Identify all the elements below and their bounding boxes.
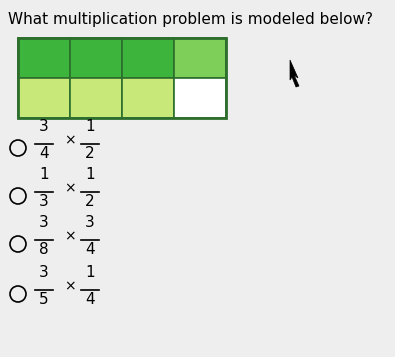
Bar (174, 78, 226, 118)
Text: 3: 3 (39, 265, 49, 280)
Bar (174, 38, 226, 78)
Text: 1: 1 (39, 167, 49, 182)
Text: 4: 4 (85, 292, 95, 307)
Text: ×: × (64, 279, 76, 293)
Text: 1: 1 (85, 167, 95, 182)
Bar (70, 78, 122, 118)
Text: What multiplication problem is modeled below?: What multiplication problem is modeled b… (8, 12, 373, 27)
Text: 4: 4 (39, 146, 49, 161)
Bar (122, 78, 174, 118)
Text: 3: 3 (39, 215, 49, 230)
Text: 1: 1 (85, 265, 95, 280)
Text: 2: 2 (85, 146, 95, 161)
Text: ×: × (64, 229, 76, 243)
Bar (18, 38, 226, 118)
Text: 3: 3 (39, 194, 49, 209)
Text: ×: × (64, 133, 76, 147)
Text: ×: × (64, 181, 76, 195)
Bar (18, 78, 70, 118)
Bar (70, 38, 122, 78)
Bar (122, 38, 174, 78)
Polygon shape (290, 60, 299, 87)
Text: 5: 5 (39, 292, 49, 307)
Text: 4: 4 (85, 242, 95, 257)
Text: 3: 3 (39, 119, 49, 134)
Text: 8: 8 (39, 242, 49, 257)
Bar (18, 38, 70, 78)
Text: 1: 1 (85, 119, 95, 134)
Text: 3: 3 (85, 215, 95, 230)
Text: 2: 2 (85, 194, 95, 209)
